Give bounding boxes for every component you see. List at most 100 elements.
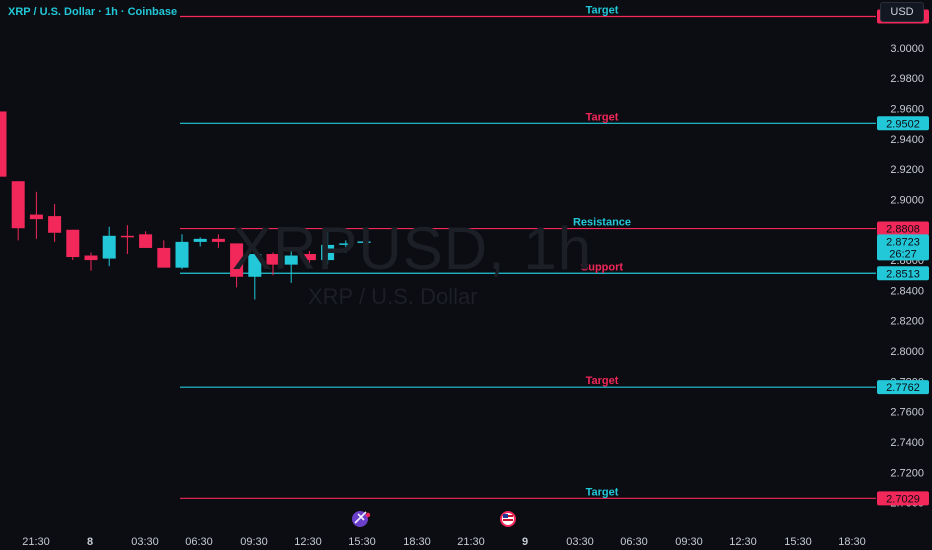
candle[interactable] — [193, 237, 207, 247]
candle[interactable] — [302, 250, 316, 264]
candle-body — [102, 235, 116, 259]
price-tick-label: 2.8200 — [890, 316, 924, 328]
price-tick-label: 2.7400 — [890, 437, 924, 449]
candle[interactable] — [175, 234, 189, 270]
level-price-tag — [877, 491, 929, 506]
candle[interactable] — [211, 234, 225, 248]
countdown-text: 26:27 — [889, 248, 917, 260]
time-tick-label: 09:30 — [675, 536, 703, 548]
candle[interactable] — [11, 181, 25, 241]
time-tick-label: 06:30 — [620, 536, 648, 548]
price-tick-label: 3.0000 — [890, 43, 924, 55]
candle[interactable] — [120, 225, 134, 255]
candle-body — [266, 254, 280, 265]
candle-body — [357, 241, 371, 243]
time-tick-label: 15:30 — [348, 536, 376, 548]
candle-body — [120, 235, 134, 238]
level-label: Support — [581, 261, 623, 273]
candle[interactable] — [66, 229, 80, 261]
candle[interactable] — [0, 111, 7, 177]
candle[interactable] — [266, 252, 280, 276]
candle[interactable] — [284, 249, 298, 283]
candle[interactable] — [248, 250, 262, 300]
candles-layer[interactable] — [0, 111, 371, 300]
candle-body — [84, 255, 98, 261]
candle[interactable] — [321, 231, 335, 265]
last-price-tag — [877, 234, 929, 261]
candle-body — [11, 181, 25, 229]
candle-body — [48, 216, 62, 233]
price-tick-label: 2.9600 — [890, 103, 924, 115]
levels-layer: Target Target Resistance Support Target Targe… — [180, 5, 876, 499]
candle-body — [193, 238, 207, 242]
candle[interactable] — [357, 238, 371, 247]
candle-body — [175, 241, 189, 268]
time-axis[interactable]: 21:30 8 03:30 06:30 09:30 12:30 15:30 18:30 21:3… — [22, 536, 866, 548]
candle[interactable] — [102, 226, 116, 267]
candle[interactable] — [29, 191, 43, 239]
candle[interactable] — [339, 240, 353, 253]
time-tick-label: 9 — [522, 536, 528, 548]
time-tick-label: 03:30 — [131, 536, 159, 548]
us-flag-icon[interactable] — [500, 511, 516, 527]
price-axis[interactable]: 3.0000 2.9800 2.9600 2.9400 2.9200 2.9000 2.88… — [877, 9, 929, 510]
price-tick-label: 2.9000 — [890, 194, 924, 206]
price-tick-label: 2.9400 — [890, 134, 924, 146]
time-tick-label: 15:30 — [784, 536, 812, 548]
price-tick-label: 2.8000 — [890, 346, 924, 358]
watermark-symbol: XRPUSD, 1h — [232, 215, 593, 282]
currency-button[interactable]: USD — [880, 2, 924, 22]
level-price-text: 2.7029 — [886, 493, 920, 505]
chart-title: XRP / U.S. Dollar · 1h · Coinbase — [8, 6, 178, 18]
time-tick-label: 12:30 — [729, 536, 757, 548]
candle-body — [139, 234, 153, 248]
level-label: Target — [586, 375, 619, 387]
candle[interactable] — [139, 231, 153, 248]
candle-body — [29, 214, 43, 220]
price-tick-label: 2.7600 — [890, 407, 924, 419]
level-label: Target — [586, 111, 619, 123]
level-label: Resistance — [573, 217, 631, 229]
candle[interactable] — [157, 240, 171, 268]
level-price-text: 2.9502 — [886, 118, 920, 130]
level-price-tag — [877, 116, 929, 131]
time-tick-label: 03:30 — [566, 536, 594, 548]
level-price-tag — [877, 221, 929, 236]
time-tick-label: 09:30 — [240, 536, 268, 548]
candle-body — [66, 229, 80, 258]
time-tick-label: 21:30 — [457, 536, 485, 548]
events-icon[interactable] — [352, 511, 371, 527]
candle-body — [157, 247, 171, 268]
level-price-text: 2.7762 — [886, 382, 920, 394]
candle-body — [321, 244, 335, 261]
candle[interactable] — [230, 243, 244, 288]
time-tick-label: 12:30 — [294, 536, 322, 548]
price-tick-label: 2.9800 — [890, 73, 924, 85]
time-tick-label: 21:30 — [22, 536, 50, 548]
candle-body — [248, 254, 262, 277]
level-price-text: 2.8808 — [886, 224, 920, 236]
price-tick-label: 2.8400 — [890, 285, 924, 297]
candle[interactable] — [48, 203, 62, 242]
level-price-text: 2.8513 — [886, 268, 920, 280]
last-price-text: 2.8723 — [886, 236, 920, 248]
level-price-tag — [877, 380, 929, 395]
watermark-description: XRP / U.S. Dollar — [308, 284, 478, 309]
time-tick-label: 18:30 — [838, 536, 866, 548]
candle[interactable] — [84, 252, 98, 271]
time-tick-label: 06:30 — [185, 536, 213, 548]
price-tick-label: 2.7200 — [890, 467, 924, 479]
time-tick-label: 18:30 — [403, 536, 431, 548]
candle-body — [339, 243, 353, 245]
price-tick-label: 2.9200 — [890, 164, 924, 176]
candle-body — [0, 111, 7, 177]
candle-body — [230, 243, 244, 277]
level-price-tag — [877, 266, 929, 281]
candle-body — [302, 254, 316, 261]
time-tick-label: 8 — [87, 536, 93, 548]
candle-body — [284, 255, 298, 265]
candle-body — [211, 238, 225, 242]
level-label: Target — [586, 5, 619, 17]
level-label: Target — [586, 486, 619, 498]
